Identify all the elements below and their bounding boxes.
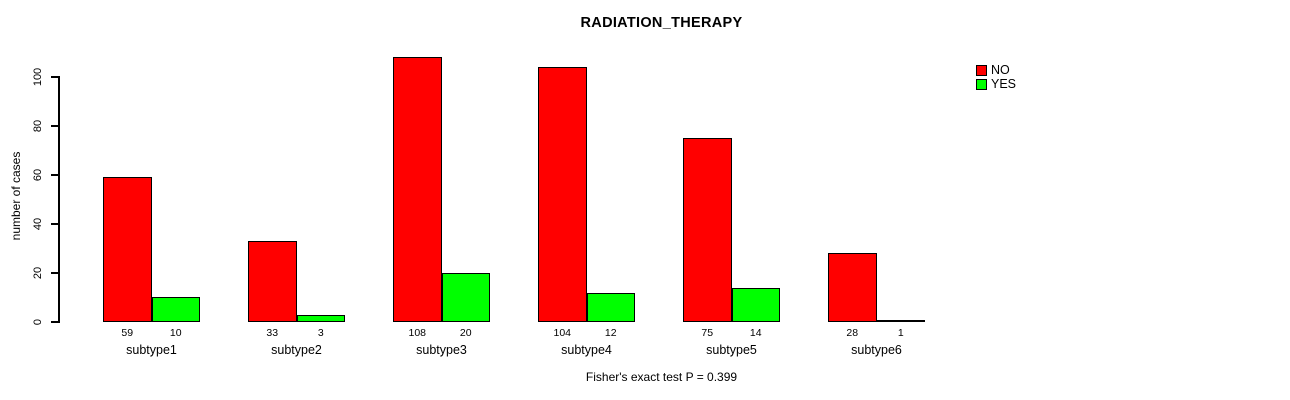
bar-yes-subtype6	[876, 320, 925, 322]
bar-no-subtype5	[683, 138, 732, 322]
y-axis-tick	[51, 76, 58, 78]
y-axis-tick-label: 100	[32, 67, 44, 87]
y-axis-tick	[51, 174, 58, 176]
y-axis-label: number of cases	[9, 151, 23, 241]
bar-yes-subtype1	[151, 297, 200, 322]
legend-swatch-yes	[976, 79, 987, 90]
bar-no-subtype2	[248, 241, 297, 322]
legend-label-yes: YES	[991, 77, 1017, 91]
bar-value-label: 108	[408, 327, 427, 339]
category-label: subtype1	[126, 343, 177, 357]
bar-value-label: 3	[317, 327, 324, 339]
y-axis-tick	[51, 321, 58, 323]
y-axis-tick-label: 20	[32, 266, 44, 280]
y-axis-tick	[51, 272, 58, 274]
bar-value-label: 1	[897, 327, 904, 339]
category-label: subtype5	[706, 343, 757, 357]
bar-value-label: 28	[846, 327, 859, 339]
bar-value-label: 20	[459, 327, 472, 339]
bar-yes-subtype3	[441, 273, 490, 322]
bar-no-subtype3	[393, 57, 442, 322]
footnote: Fisher's exact test P = 0.399	[585, 370, 738, 384]
category-label: subtype6	[851, 343, 902, 357]
legend-label-no: NO	[991, 63, 1010, 77]
legend: NO YES	[976, 64, 1016, 92]
bar-value-label: 33	[266, 327, 279, 339]
y-axis-line	[58, 76, 60, 323]
legend-item-yes: YES	[976, 78, 1016, 91]
bar-value-label: 104	[553, 327, 572, 339]
y-axis-tick-label: 40	[32, 217, 44, 231]
bar-value-label: 14	[749, 327, 762, 339]
legend-swatch-no	[976, 65, 987, 76]
chart-title: RADIATION_THERAPY	[580, 15, 743, 31]
bar-yes-subtype4	[586, 293, 635, 322]
legend-item-no: NO	[976, 64, 1016, 77]
bar-yes-subtype5	[731, 288, 780, 322]
bar-value-label: 59	[121, 327, 134, 339]
y-axis-tick-label: 60	[32, 168, 44, 182]
y-axis-tick	[51, 223, 58, 225]
bar-value-label: 10	[169, 327, 182, 339]
bar-value-label: 75	[701, 327, 714, 339]
bar-no-subtype6	[828, 253, 877, 322]
bar-no-subtype1	[103, 177, 152, 322]
y-axis-tick	[51, 125, 58, 127]
bar-no-subtype4	[538, 67, 587, 322]
y-axis-tick-label: 0	[32, 318, 44, 326]
bar-value-label: 12	[604, 327, 617, 339]
bar-yes-subtype2	[296, 315, 345, 322]
category-label: subtype4	[561, 343, 612, 357]
category-label: subtype3	[416, 343, 467, 357]
category-label: subtype2	[271, 343, 322, 357]
y-axis-tick-label: 80	[32, 119, 44, 133]
